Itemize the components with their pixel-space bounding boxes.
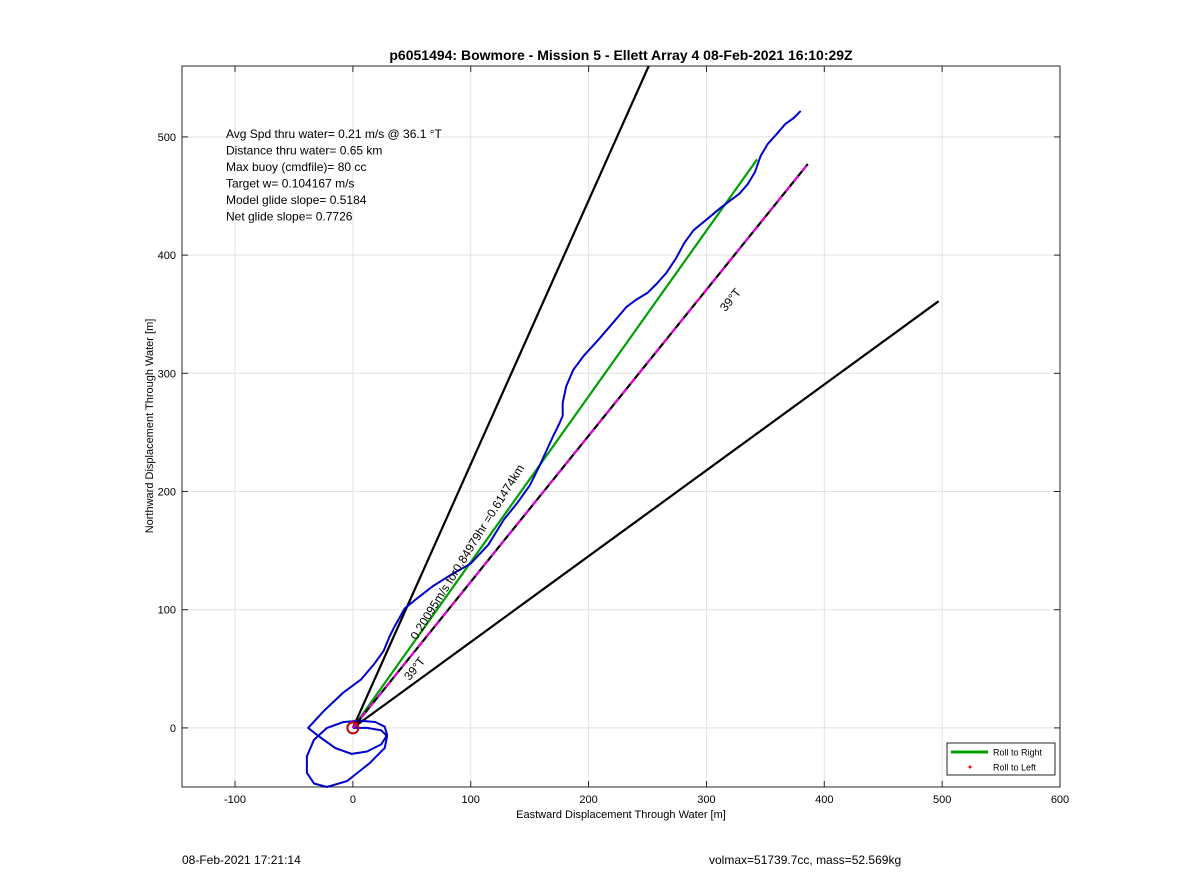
y-tick-label: 500 <box>158 132 176 144</box>
stats-line: Max buoy (cmdfile)= 80 cc <box>226 160 366 174</box>
y-tick-label: 400 <box>158 250 176 262</box>
line-label: 39°T <box>401 654 428 683</box>
y-axis-label: Northward Displacement Through Water [m] <box>144 319 156 534</box>
x-tick-label: 100 <box>462 794 480 806</box>
stats-line: Avg Spd thru water= 0.21 m/s @ 36.1 °T <box>226 127 443 141</box>
x-tick-label: -100 <box>224 794 246 806</box>
legend-label: Roll to Right <box>993 748 1043 758</box>
footer-vehicle-info: volmax=51739.7cc, mass=52.569kg <box>709 853 902 867</box>
stats-annotation: Avg Spd thru water= 0.21 m/s @ 36.1 °T Di… <box>226 127 443 224</box>
stats-line: Distance thru water= 0.65 km <box>226 144 382 158</box>
y-tick-label: 300 <box>158 368 176 380</box>
grid-lines <box>182 66 1061 787</box>
footer-timestamp: 08-Feb-2021 17:21:14 <box>182 853 301 867</box>
series-line <box>351 65 650 729</box>
series-line <box>352 300 940 729</box>
series-line <box>352 158 758 729</box>
x-axis-label: Eastward Displacement Through Water [m] <box>516 809 726 821</box>
legend-swatch-dot <box>968 765 972 769</box>
x-tick-label: 200 <box>579 794 597 806</box>
stats-line: Model glide slope= 0.5184 <box>226 193 367 207</box>
legend: Roll to Right Roll to Left <box>946 742 1056 776</box>
x-tick-label: 600 <box>1051 794 1069 806</box>
y-tick-label: 100 <box>158 605 176 617</box>
x-tick-label: 300 <box>697 794 715 806</box>
y-tick-label: 200 <box>158 487 176 499</box>
series-line <box>305 110 802 788</box>
axis-ticks: -100 0 100 200 300 400 500 600 0 100 200 300 400 500 <box>158 66 1069 806</box>
series-group <box>305 65 940 788</box>
line-label: 39°T <box>717 285 744 314</box>
y-tick-label: 0 <box>170 723 176 735</box>
chart-title: p6051494: Bowmore - Mission 5 - Ellett A… <box>389 47 853 63</box>
plot-frame <box>181 65 1061 788</box>
x-tick-label: 400 <box>815 794 833 806</box>
x-tick-label: 500 <box>933 794 951 806</box>
start-marker <box>346 721 360 735</box>
x-tick-label: 0 <box>350 794 356 806</box>
line-labels: 39°T39°T0.20095m/s for0.84979hr =0.61474… <box>401 285 744 683</box>
stats-line: Net glide slope= 0.7726 <box>226 210 353 224</box>
legend-box <box>946 742 1056 776</box>
legend-label: Roll to Left <box>993 763 1037 773</box>
stats-line: Target w= 0.104167 m/s <box>226 177 354 191</box>
series-line <box>352 163 809 729</box>
